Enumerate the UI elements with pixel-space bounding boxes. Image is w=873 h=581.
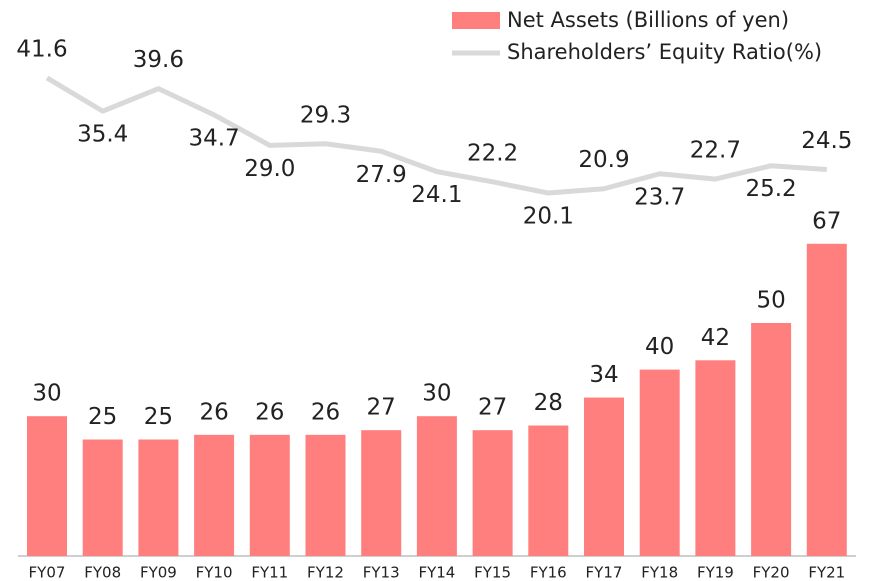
legend-swatch bbox=[452, 12, 500, 29]
data-label: 23.7 bbox=[634, 184, 685, 210]
bar bbox=[584, 397, 624, 556]
data-label: 27.9 bbox=[356, 162, 407, 188]
data-label: 25.2 bbox=[745, 176, 796, 202]
bar bbox=[138, 439, 179, 556]
data-label: 22.7 bbox=[690, 138, 741, 164]
x-tick-label: FY19 bbox=[697, 564, 734, 581]
data-label: 28 bbox=[534, 390, 563, 416]
x-tick-label: FY11 bbox=[251, 564, 288, 581]
data-label: 39.6 bbox=[133, 47, 184, 73]
x-tick-label: FY18 bbox=[641, 564, 678, 581]
data-label: 30 bbox=[32, 381, 61, 407]
data-label: 26 bbox=[311, 399, 340, 425]
data-label: 34.7 bbox=[188, 125, 239, 151]
data-label: 41.6 bbox=[16, 36, 67, 62]
x-tick-label: FY15 bbox=[474, 564, 511, 581]
data-label: 27 bbox=[367, 395, 396, 421]
data-label: 26 bbox=[255, 399, 284, 425]
x-tick-label: FY09 bbox=[140, 564, 177, 581]
bar bbox=[82, 439, 123, 556]
bar bbox=[361, 430, 402, 556]
bar bbox=[27, 416, 67, 556]
data-label: 29.3 bbox=[300, 102, 351, 128]
data-label: 35.4 bbox=[77, 122, 128, 148]
data-label: 24.1 bbox=[411, 182, 462, 208]
bar bbox=[249, 434, 290, 556]
line bbox=[45, 75, 827, 196]
x-tick-label: FY12 bbox=[307, 564, 344, 581]
data-label: 24.5 bbox=[801, 128, 852, 154]
bar bbox=[416, 416, 457, 556]
data-label: 42 bbox=[701, 325, 730, 351]
bar bbox=[695, 360, 736, 556]
data-label: 30 bbox=[422, 381, 451, 407]
x-tick-label: FY16 bbox=[530, 564, 567, 581]
data-label: 20.1 bbox=[523, 204, 574, 230]
x-tick-label: FY21 bbox=[808, 564, 845, 581]
x-tick-label: FY08 bbox=[84, 564, 121, 581]
x-tick-label: FY07 bbox=[29, 564, 66, 581]
x-tick-label: FY17 bbox=[586, 564, 623, 581]
x-tick-label: FY14 bbox=[418, 564, 455, 581]
bar bbox=[639, 369, 680, 556]
data-label: 20.9 bbox=[578, 147, 629, 173]
data-label: 67 bbox=[812, 208, 841, 234]
data-label: 26 bbox=[199, 399, 228, 425]
data-label: 50 bbox=[756, 288, 785, 314]
bar bbox=[472, 430, 513, 556]
bar bbox=[806, 243, 847, 556]
x-tick-label: FY10 bbox=[196, 564, 233, 581]
legend-label: Net Assets (Billions of yen) bbox=[507, 8, 789, 32]
data-label: 34 bbox=[589, 362, 618, 388]
data-label: 29.0 bbox=[244, 156, 295, 182]
bar bbox=[194, 434, 235, 556]
bar bbox=[751, 323, 792, 556]
data-label: 25 bbox=[88, 404, 117, 430]
data-label: 40 bbox=[645, 334, 674, 360]
data-label: 22.2 bbox=[467, 140, 518, 166]
x-tick-label: FY13 bbox=[363, 564, 400, 581]
data-label: 27 bbox=[478, 395, 507, 421]
legend-label: Shareholders’ Equity Ratio(%) bbox=[507, 40, 822, 64]
bar bbox=[528, 425, 569, 556]
bar bbox=[305, 434, 346, 556]
data-label: 25 bbox=[144, 404, 173, 430]
x-tick-label: FY20 bbox=[753, 564, 790, 581]
